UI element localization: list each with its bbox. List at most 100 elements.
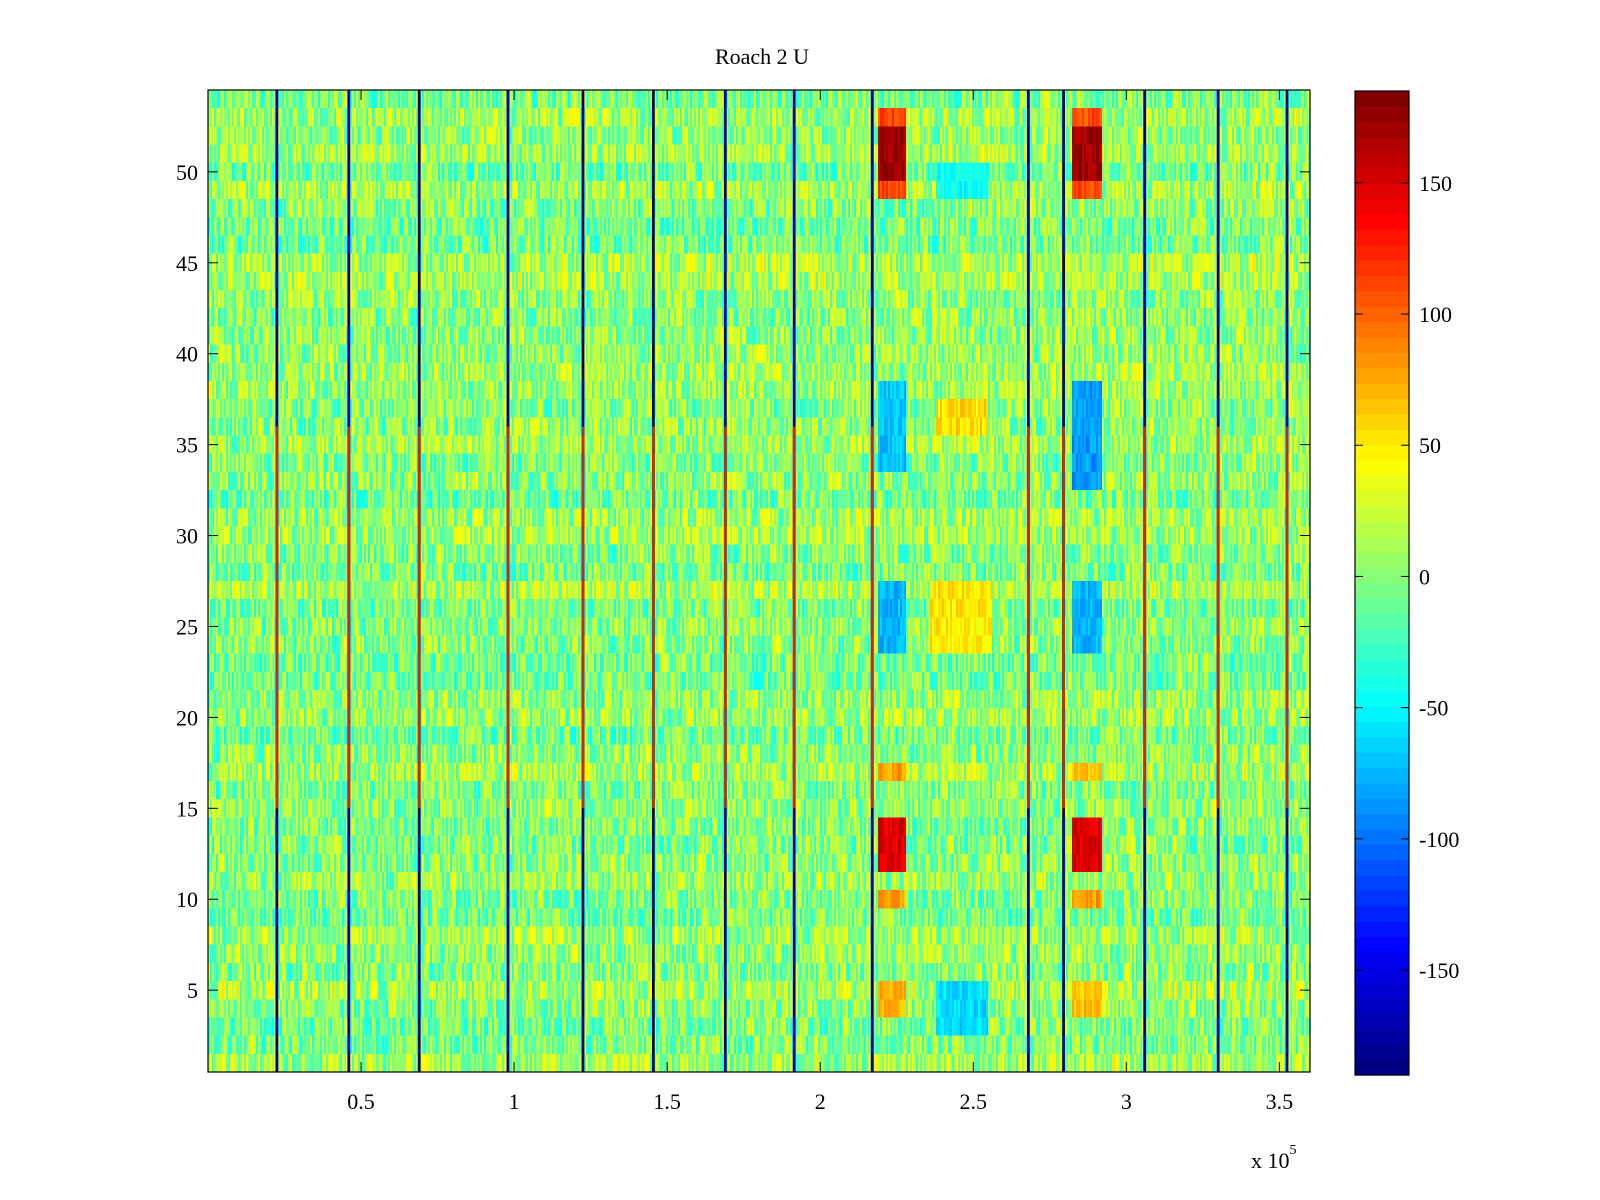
colorbar-band bbox=[1355, 121, 1409, 138]
colorbar-band bbox=[1355, 706, 1409, 722]
colorbar-band bbox=[1355, 998, 1409, 1015]
y-axis: 5 10 15 20 25 30 35 40 45 50 bbox=[176, 160, 1310, 1003]
x-tick-label: 2.5 bbox=[960, 1089, 988, 1114]
colorbar-band bbox=[1355, 1028, 1409, 1045]
colorbar-band bbox=[1355, 137, 1409, 154]
colorbar-tick-label: -100 bbox=[1419, 827, 1459, 852]
colorbar-band bbox=[1355, 952, 1409, 968]
stripe-13 bbox=[1216, 90, 1220, 1072]
stripe-9 bbox=[870, 90, 874, 1072]
colorbar-band bbox=[1355, 782, 1409, 799]
colorbar-band bbox=[1355, 1013, 1409, 1030]
colorbar-band bbox=[1355, 352, 1409, 369]
colorbar-band bbox=[1355, 306, 1409, 323]
colorbar-band bbox=[1355, 91, 1409, 107]
colorbar-band bbox=[1355, 260, 1409, 277]
stripe-hot-segment bbox=[1216, 426, 1220, 809]
stripe-5 bbox=[581, 90, 585, 1072]
colorbar-band bbox=[1355, 829, 1409, 845]
x-tick-label: 2 bbox=[815, 1089, 826, 1114]
colorbar-band bbox=[1355, 767, 1409, 784]
colorbar-band bbox=[1355, 644, 1409, 661]
colorbar-band bbox=[1355, 444, 1409, 461]
colorbar-band bbox=[1355, 675, 1409, 692]
colorbar-band bbox=[1355, 967, 1409, 984]
stripe-14 bbox=[1285, 90, 1289, 1072]
colorbar-band bbox=[1355, 167, 1409, 184]
colorbar-band bbox=[1355, 214, 1409, 230]
colorbar-band bbox=[1355, 475, 1409, 492]
x-multiplier-base: x 10 bbox=[1251, 1148, 1290, 1173]
chart-title: Roach 2 U bbox=[715, 44, 809, 69]
stripe-11 bbox=[1062, 90, 1065, 1072]
colorbar-band bbox=[1355, 844, 1409, 861]
colorbar-band bbox=[1355, 183, 1409, 200]
colorbar-band bbox=[1355, 367, 1409, 384]
stripe-10 bbox=[1026, 90, 1030, 1072]
colorbar-band bbox=[1355, 982, 1409, 999]
heatmap-cells bbox=[208, 90, 1310, 1072]
stripe-hot-segment bbox=[1026, 426, 1030, 809]
y-tick-label: 40 bbox=[176, 342, 198, 367]
stripe-hot-segment bbox=[506, 426, 510, 809]
colorbar-band bbox=[1355, 921, 1409, 938]
stripe-4 bbox=[506, 90, 510, 1072]
x-tick-label: 1 bbox=[509, 1089, 520, 1114]
y-tick-label: 5 bbox=[187, 978, 198, 1003]
colorbar-band bbox=[1355, 659, 1409, 676]
colorbar-band bbox=[1355, 521, 1409, 538]
colorbar-band bbox=[1355, 813, 1409, 830]
colorbar-tick-label: -150 bbox=[1419, 958, 1459, 983]
colorbar-band bbox=[1355, 460, 1409, 476]
colorbar-tick-label: 50 bbox=[1419, 433, 1441, 458]
colorbar-band bbox=[1355, 736, 1409, 753]
y-tick-label: 20 bbox=[176, 705, 198, 730]
colorbar-band bbox=[1355, 859, 1409, 876]
colorbar-ticks: 150 100 50 0 -50 -100 -150 bbox=[1355, 171, 1459, 983]
stripe-hot-segment bbox=[417, 426, 421, 809]
colorbar-band bbox=[1355, 905, 1409, 922]
y-tick-label: 35 bbox=[176, 433, 198, 458]
stripe-2 bbox=[347, 90, 351, 1072]
colorbar-band bbox=[1355, 506, 1409, 523]
stripe-12 bbox=[1143, 90, 1147, 1072]
stripe-8 bbox=[792, 90, 796, 1072]
stripe-hot-segment bbox=[870, 426, 874, 809]
stripe-hot-segment bbox=[1062, 426, 1065, 809]
stripe-hot-segment bbox=[651, 426, 655, 809]
y-tick-label: 15 bbox=[176, 796, 198, 821]
colorbar-band bbox=[1355, 536, 1409, 553]
colorbar-band bbox=[1355, 244, 1409, 261]
stripe-hot-segment bbox=[1285, 426, 1289, 809]
colorbar-band bbox=[1355, 875, 1409, 892]
y-tick-label: 45 bbox=[176, 251, 198, 276]
stripe-hot-segment bbox=[581, 426, 585, 809]
colorbar-band bbox=[1355, 567, 1409, 584]
colorbar-tick-label: 100 bbox=[1419, 302, 1452, 327]
x-tick-label: 1.5 bbox=[653, 1089, 681, 1114]
colorbar-band bbox=[1355, 598, 1409, 615]
x-tick-label: 0.5 bbox=[347, 1089, 375, 1114]
colorbar-tick-label: 150 bbox=[1419, 171, 1452, 196]
colorbar-band bbox=[1355, 690, 1409, 707]
y-tick-label: 50 bbox=[176, 160, 198, 185]
colorbar-band bbox=[1355, 229, 1409, 246]
x-multiplier: x 105 bbox=[1251, 1143, 1297, 1173]
plot-area: 0.5 1 1.5 2 2.5 3 3.5 5 10 15 20 25 30 35 40 45 50 x 10… bbox=[176, 89, 1311, 1173]
colorbar-frame bbox=[1354, 90, 1410, 1076]
colorbar-band bbox=[1355, 398, 1409, 415]
colorbar-band bbox=[1355, 198, 1409, 215]
stripe-1 bbox=[275, 90, 279, 1072]
colorbar-band bbox=[1355, 413, 1409, 430]
colorbar-band bbox=[1355, 275, 1409, 292]
colorbar-band bbox=[1355, 752, 1409, 769]
stripe-layer bbox=[275, 90, 1289, 1072]
colorbar-band bbox=[1355, 629, 1409, 646]
plot-frame bbox=[207, 89, 1311, 1073]
y-tick-label: 25 bbox=[176, 614, 198, 639]
y-tick-label: 10 bbox=[176, 887, 198, 912]
colorbar-band bbox=[1355, 152, 1409, 169]
x-tick-label: 3 bbox=[1121, 1089, 1132, 1114]
colorbar-band bbox=[1355, 1059, 1409, 1076]
